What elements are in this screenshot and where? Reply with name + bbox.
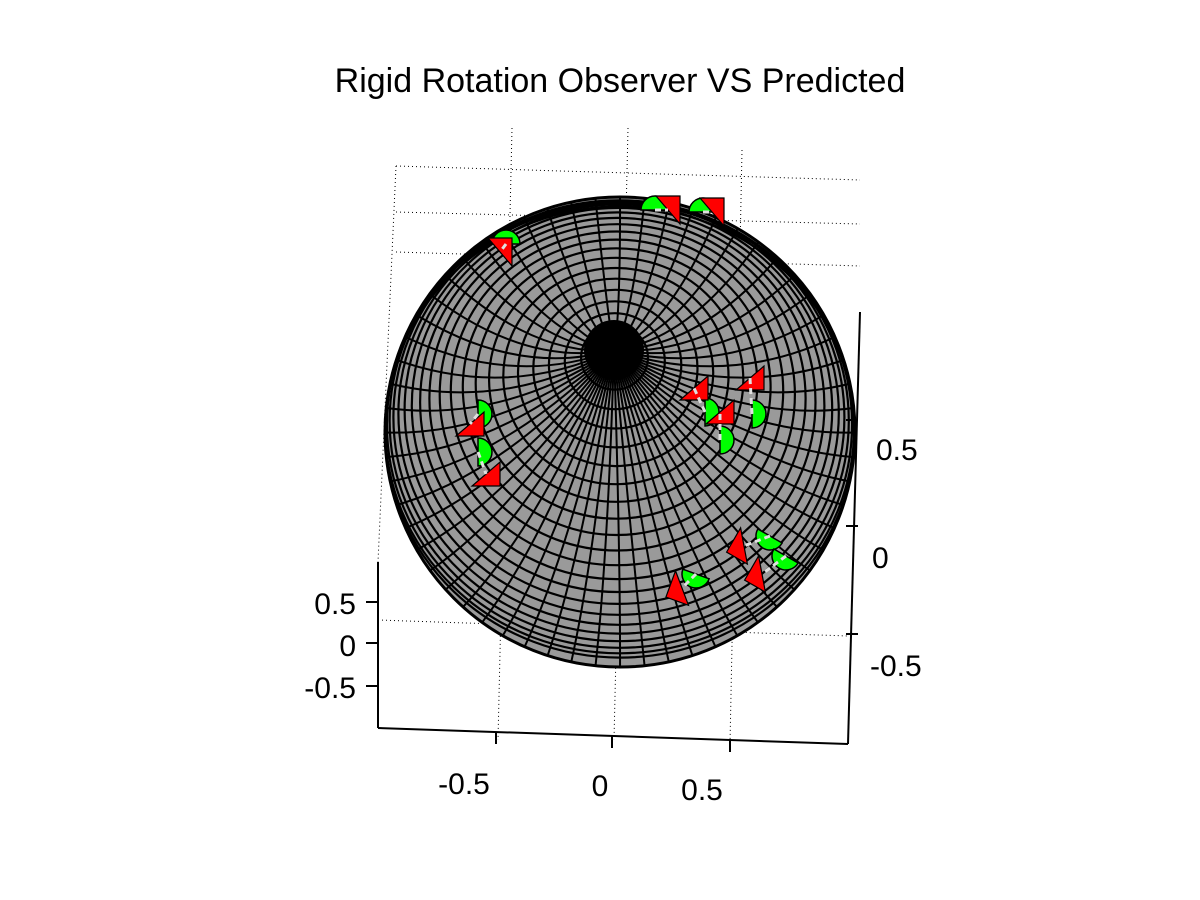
sphere-latitude-line — [461, 238, 772, 537]
grid-line-top-back-edge — [395, 165, 861, 181]
sphere-meridian-line — [542, 349, 615, 667]
x-tick-label: -0.5 — [438, 768, 490, 801]
sphere-meridian-line — [613, 349, 698, 667]
sphere-meridian-line — [385, 349, 615, 379]
sphere-meridian-line — [518, 349, 615, 658]
sphere-meridian-line — [613, 349, 835, 557]
displacement-connector — [761, 554, 787, 576]
y-tick-label: 0.5 — [314, 588, 356, 621]
sphere-meridian-line — [613, 349, 722, 658]
displacement-connector — [468, 413, 480, 425]
chart-title: Rigid Rotation Observer VS Predicted — [335, 62, 906, 100]
sphere-meridian-line — [385, 349, 615, 485]
displacement-connector — [680, 572, 698, 590]
sphere-meridian-line — [613, 349, 766, 633]
z-axis-line — [847, 311, 861, 745]
sphere-meridian-line — [385, 349, 615, 459]
sphere-meridian-line — [613, 349, 622, 667]
sphere-latitude-line — [516, 277, 715, 468]
sphere-meridian-line — [613, 349, 821, 578]
sphere-meridian-line — [385, 349, 615, 510]
observed-marker — [771, 547, 800, 571]
predicted-marker — [678, 374, 709, 401]
sphere-meridian-line — [613, 349, 647, 667]
sphere-latitude-line — [438, 223, 796, 567]
sphere-meridian-line — [394, 349, 615, 534]
sphere-meridian-line — [613, 349, 673, 667]
sphere-latitude-line — [428, 216, 807, 581]
sphere-meridian-line — [613, 349, 805, 598]
sphere-latitude-line — [449, 230, 785, 552]
displacement-connector — [476, 451, 488, 475]
x-tick-label: 0 — [592, 770, 609, 803]
axes-frame — [366, 311, 861, 752]
z-tick-label: -0.5 — [870, 650, 922, 683]
x-tick-label: 0.5 — [681, 774, 723, 807]
sphere-latitude-line — [502, 266, 730, 486]
data-markers — [454, 195, 800, 607]
sphere-meridian-line — [613, 349, 855, 459]
sphere-meridian-line — [435, 349, 615, 598]
predicted-marker — [725, 526, 749, 566]
sphere-meridian-line — [593, 349, 615, 667]
y-tick-label: 0 — [339, 630, 356, 663]
sphere-meridian-line — [454, 349, 615, 617]
predicted-marker — [698, 197, 725, 228]
sphere-latitude-line — [410, 206, 826, 605]
sphere-pole — [584, 320, 644, 380]
sphere-meridian-line — [613, 349, 745, 647]
sphere-meridian-line — [613, 349, 855, 412]
sphere-meridian-line — [613, 330, 846, 368]
sphere-latitude-line — [532, 288, 699, 449]
sphere-meridian-line — [495, 349, 615, 647]
sphere-meridian-line — [385, 349, 615, 394]
displacement-connector — [743, 534, 771, 548]
sphere-latitude-line — [488, 256, 745, 503]
y-tick-label: -0.5 — [304, 672, 356, 705]
predicted-marker — [665, 569, 690, 607]
sphere-meridian-line — [613, 349, 855, 434]
sphere-meridian-line — [613, 349, 846, 534]
displacement-connector — [692, 387, 707, 413]
predicted-marker — [743, 554, 767, 594]
displacement-connector — [498, 243, 508, 253]
sphere-meridian-line — [613, 349, 786, 617]
sphere-outline — [383, 195, 857, 669]
observed-marker — [477, 437, 493, 467]
z-tick-label: 0.5 — [876, 434, 918, 467]
observed-marker — [719, 425, 735, 455]
observed-marker — [751, 399, 767, 429]
sphere-meridian-line — [613, 349, 855, 379]
sphere-meridian-line — [567, 349, 615, 667]
displacement-connector — [748, 377, 754, 415]
observed-marker — [755, 527, 784, 551]
z-tick-label: 0 — [872, 542, 889, 575]
sphere-latitude-line — [418, 211, 817, 594]
sphere-meridian-line — [385, 349, 615, 434]
sphere-meridian-line — [385, 349, 615, 412]
sphere-meridian-line — [419, 349, 615, 578]
sphere-meridian-line — [405, 349, 615, 557]
sphere-meridian-line — [474, 349, 615, 633]
sphere-meridian-line — [613, 349, 855, 510]
sphere-meridian-line — [613, 349, 855, 485]
